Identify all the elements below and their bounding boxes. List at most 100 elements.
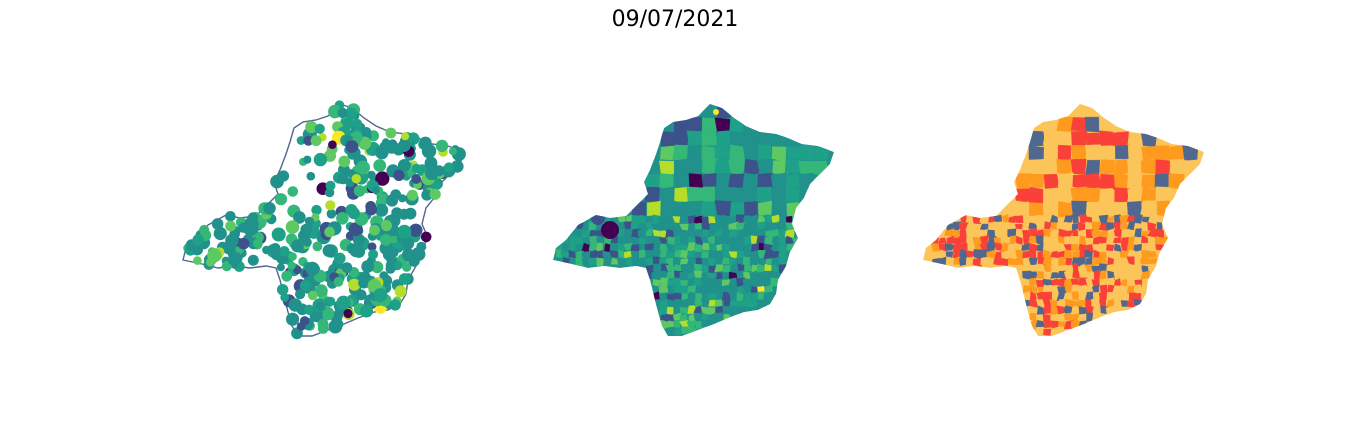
municipality-point bbox=[429, 188, 441, 200]
municipality-region bbox=[1084, 187, 1102, 203]
municipality-region bbox=[1085, 229, 1094, 239]
municipality-region bbox=[1043, 158, 1059, 174]
municipality-point bbox=[303, 135, 314, 146]
municipality-point bbox=[303, 155, 312, 164]
municipality-region bbox=[581, 242, 591, 252]
municipality-region bbox=[1098, 159, 1116, 175]
municipality-region bbox=[609, 250, 619, 259]
municipality-point bbox=[375, 203, 389, 217]
municipality-point bbox=[211, 218, 224, 230]
municipality-point bbox=[314, 123, 325, 134]
municipality-point bbox=[324, 226, 335, 238]
municipality-point bbox=[411, 174, 422, 184]
municipality-point bbox=[411, 163, 422, 174]
municipality-point bbox=[286, 312, 300, 326]
municipality-region bbox=[673, 202, 690, 216]
municipality-region bbox=[742, 236, 752, 246]
municipality-region bbox=[1121, 236, 1129, 246]
municipality-point bbox=[279, 246, 290, 257]
municipality-region bbox=[679, 249, 689, 259]
municipality-points bbox=[183, 100, 466, 340]
municipality-region bbox=[1114, 187, 1130, 204]
municipality-region bbox=[701, 319, 710, 327]
municipality-region bbox=[1140, 131, 1158, 147]
municipality-region bbox=[686, 186, 704, 204]
municipality-region bbox=[1156, 200, 1172, 218]
municipality-region bbox=[1140, 159, 1158, 175]
municipality-region bbox=[764, 214, 774, 224]
municipality-region bbox=[1134, 228, 1142, 238]
municipality-region bbox=[1133, 251, 1142, 258]
municipality-region bbox=[743, 306, 753, 315]
municipality-region bbox=[946, 256, 955, 267]
municipality-region bbox=[1085, 104, 1102, 120]
municipality-point bbox=[192, 234, 204, 246]
municipality-point bbox=[433, 165, 445, 177]
municipality-region bbox=[1140, 257, 1150, 265]
municipality-region bbox=[1084, 144, 1101, 162]
municipality-region bbox=[1113, 228, 1122, 238]
municipality-point bbox=[262, 245, 271, 255]
municipality-point bbox=[271, 227, 286, 242]
municipality-region bbox=[617, 236, 626, 245]
municipality-region bbox=[568, 242, 576, 253]
municipality-region bbox=[555, 249, 562, 258]
municipality-region bbox=[644, 186, 662, 202]
municipality-region bbox=[979, 215, 989, 225]
municipality-region bbox=[714, 200, 732, 217]
municipality-region bbox=[1112, 131, 1130, 147]
municipality-region bbox=[716, 104, 732, 119]
municipality-point bbox=[306, 171, 316, 181]
municipality-region bbox=[1042, 256, 1053, 266]
municipality-region bbox=[1155, 159, 1172, 176]
municipality-point bbox=[325, 180, 336, 191]
municipality-region bbox=[1168, 173, 1185, 190]
municipality-point bbox=[421, 189, 433, 201]
municipality-point bbox=[277, 170, 290, 182]
municipality-region bbox=[1009, 235, 1018, 244]
municipality-region bbox=[701, 221, 710, 231]
municipality-region bbox=[1113, 298, 1122, 309]
municipality-region bbox=[749, 298, 758, 309]
municipality-region bbox=[742, 222, 752, 231]
municipality-point bbox=[368, 249, 379, 260]
municipality-point bbox=[287, 261, 296, 270]
municipality-region bbox=[729, 144, 746, 162]
viridis-regions bbox=[553, 104, 834, 336]
municipality-region bbox=[1063, 270, 1073, 279]
municipality-region bbox=[562, 257, 570, 267]
municipality-region bbox=[1063, 312, 1073, 321]
municipality-region bbox=[937, 237, 947, 245]
municipality-region bbox=[770, 188, 786, 204]
municipality-region bbox=[1022, 235, 1031, 245]
municipality-region bbox=[674, 187, 689, 202]
municipality-region bbox=[1015, 256, 1025, 267]
municipality-region bbox=[728, 277, 738, 288]
municipality-region bbox=[1148, 251, 1158, 259]
municipality-region bbox=[658, 250, 667, 259]
municipality-region bbox=[1084, 116, 1101, 133]
municipality-point bbox=[375, 171, 390, 186]
municipality-region bbox=[707, 292, 718, 301]
municipality-region bbox=[624, 228, 634, 238]
municipality-point bbox=[305, 120, 318, 134]
municipality-point bbox=[360, 304, 373, 318]
municipality-region bbox=[729, 264, 739, 274]
municipality-point bbox=[397, 224, 412, 239]
municipality-point bbox=[424, 156, 438, 170]
municipality-region bbox=[1184, 159, 1199, 174]
municipality-point bbox=[409, 223, 423, 237]
municipality-point bbox=[394, 261, 403, 270]
municipality-region bbox=[1028, 159, 1045, 176]
municipality-region bbox=[930, 251, 941, 258]
municipality-region bbox=[680, 279, 689, 286]
municipality-region bbox=[1133, 243, 1142, 253]
municipality-point bbox=[199, 224, 210, 236]
municipality-region bbox=[651, 271, 662, 281]
municipality-region bbox=[1113, 272, 1123, 279]
municipality-region bbox=[1043, 328, 1052, 336]
municipality-region bbox=[1085, 159, 1101, 175]
municipality-region bbox=[631, 200, 647, 217]
municipality-region bbox=[1029, 298, 1039, 309]
municipality-region bbox=[758, 258, 766, 266]
